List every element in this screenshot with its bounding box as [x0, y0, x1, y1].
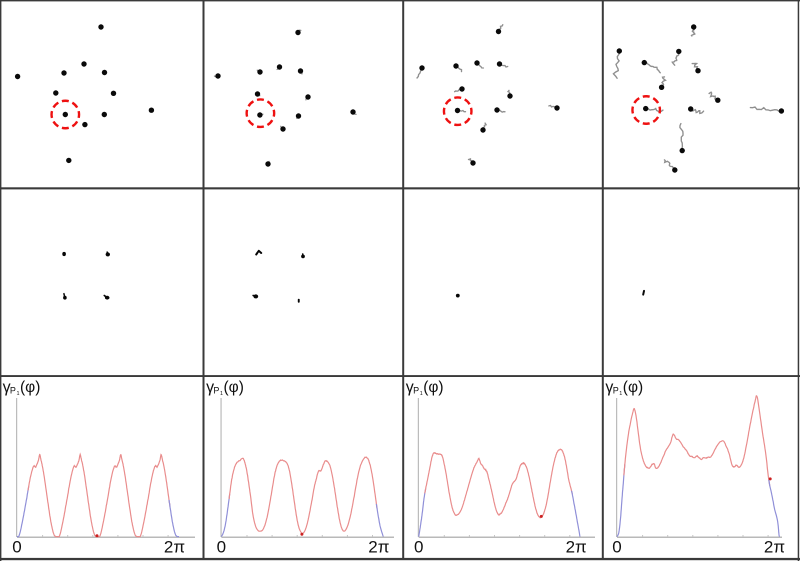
- svg-text:P: P: [213, 385, 219, 395]
- svg-text:P: P: [413, 385, 419, 395]
- svg-text:(φ): (φ): [623, 379, 643, 396]
- svg-text:0: 0: [12, 538, 21, 557]
- svg-text:0: 0: [217, 538, 226, 557]
- svg-text:0: 0: [414, 538, 423, 557]
- svg-text:0: 0: [612, 538, 621, 557]
- svg-text:1: 1: [619, 391, 622, 397]
- svg-text:2π: 2π: [566, 538, 587, 557]
- svg-text:P: P: [613, 385, 619, 395]
- svg-text:1: 1: [220, 391, 223, 397]
- svg-text:γ: γ: [406, 379, 414, 396]
- svg-text:γ: γ: [206, 379, 214, 396]
- svg-text:2π: 2π: [368, 538, 389, 557]
- svg-text:γ: γ: [3, 379, 11, 396]
- svg-text:γ: γ: [605, 379, 613, 396]
- svg-text:1: 1: [17, 391, 20, 397]
- svg-text:(φ): (φ): [224, 379, 244, 396]
- svg-text:P: P: [10, 385, 16, 395]
- svg-text:2π: 2π: [164, 538, 185, 557]
- svg-text:2π: 2π: [764, 538, 785, 557]
- svg-text:(φ): (φ): [423, 379, 443, 396]
- svg-text:1: 1: [420, 391, 423, 397]
- svg-text:(φ): (φ): [20, 379, 40, 396]
